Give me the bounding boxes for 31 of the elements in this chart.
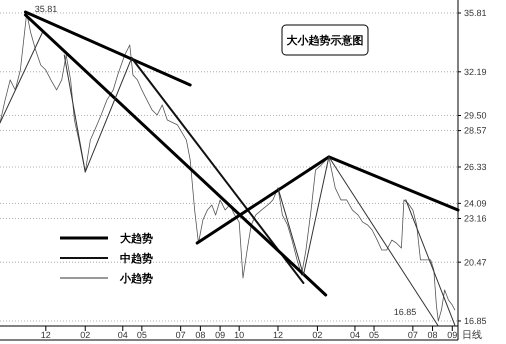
x-tick-label: 07 — [408, 330, 418, 340]
text: 大小趋势示意图 — [286, 34, 364, 47]
legend-label: 小趋势 — [119, 272, 153, 285]
x-tick-label: 05 — [369, 330, 380, 340]
x-tick-label: 08 — [428, 330, 438, 340]
x-tick-label: 09 — [447, 330, 458, 340]
x-tick-label: 09 — [215, 330, 226, 340]
y-tick-label: 28.57 — [464, 126, 487, 136]
annotation: 16.85 — [394, 306, 416, 317]
text: 日线 — [462, 329, 482, 341]
y-tick-label: 16.85 — [464, 316, 487, 326]
legend-label: 中趋势 — [120, 252, 153, 265]
x-tick-label: 05 — [136, 330, 147, 340]
y-tick-label: 20.47 — [464, 257, 487, 268]
x-tick-label: 12 — [272, 330, 283, 340]
x-tick-label: 04 — [118, 330, 128, 340]
x-tick-label: 10 — [234, 330, 244, 340]
x-tick-label: 02 — [312, 330, 322, 340]
legend-label: 大趋势 — [120, 232, 153, 245]
annotation: 35.81 — [34, 4, 58, 14]
y-tick-label: 26.33 — [464, 162, 487, 172]
y-tick-label: 35.81 — [464, 8, 487, 18]
x-tick-label: 07 — [176, 330, 186, 340]
x-tick-label: 02 — [80, 330, 90, 340]
x-tick-label: 12 — [40, 330, 51, 340]
y-tick-label: 32.19 — [464, 66, 487, 77]
x-tick-label: 04 — [350, 330, 360, 340]
y-tick-label: 24.09 — [464, 198, 487, 209]
y-tick-label: 23.16 — [464, 214, 487, 224]
y-tick-label: 29.50 — [464, 110, 487, 121]
x-tick-label: 08 — [195, 330, 206, 340]
